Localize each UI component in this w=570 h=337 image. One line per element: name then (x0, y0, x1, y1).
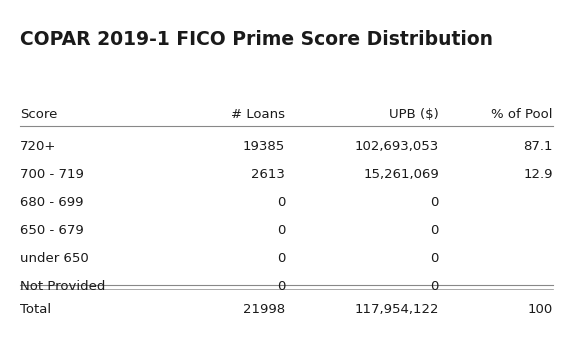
Text: 720+: 720+ (20, 140, 56, 153)
Text: 21998: 21998 (243, 303, 285, 316)
Text: 680 - 699: 680 - 699 (20, 196, 83, 209)
Text: under 650: under 650 (20, 252, 89, 265)
Text: 15,261,069: 15,261,069 (363, 168, 439, 181)
Text: 0: 0 (276, 280, 285, 293)
Text: Not Provided: Not Provided (20, 280, 105, 293)
Text: 700 - 719: 700 - 719 (20, 168, 84, 181)
Text: 12.9: 12.9 (523, 168, 553, 181)
Text: Total: Total (20, 303, 51, 316)
Text: Score: Score (20, 108, 58, 121)
Text: 0: 0 (430, 280, 439, 293)
Text: 650 - 679: 650 - 679 (20, 224, 84, 237)
Text: # Loans: # Loans (231, 108, 285, 121)
Text: UPB ($): UPB ($) (389, 108, 439, 121)
Text: 0: 0 (430, 224, 439, 237)
Text: % of Pool: % of Pool (491, 108, 553, 121)
Text: 102,693,053: 102,693,053 (355, 140, 439, 153)
Text: 87.1: 87.1 (523, 140, 553, 153)
Text: 0: 0 (276, 196, 285, 209)
Text: 2613: 2613 (251, 168, 285, 181)
Text: 0: 0 (430, 252, 439, 265)
Text: 100: 100 (528, 303, 553, 316)
Text: 19385: 19385 (243, 140, 285, 153)
Text: 0: 0 (430, 196, 439, 209)
Text: 0: 0 (276, 252, 285, 265)
Text: COPAR 2019-1 FICO Prime Score Distribution: COPAR 2019-1 FICO Prime Score Distributi… (20, 30, 493, 49)
Text: 0: 0 (276, 224, 285, 237)
Text: 117,954,122: 117,954,122 (355, 303, 439, 316)
